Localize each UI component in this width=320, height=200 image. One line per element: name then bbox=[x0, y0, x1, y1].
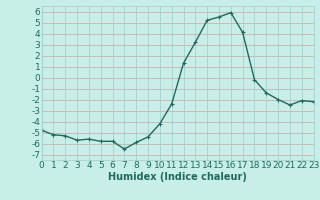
X-axis label: Humidex (Indice chaleur): Humidex (Indice chaleur) bbox=[108, 172, 247, 182]
